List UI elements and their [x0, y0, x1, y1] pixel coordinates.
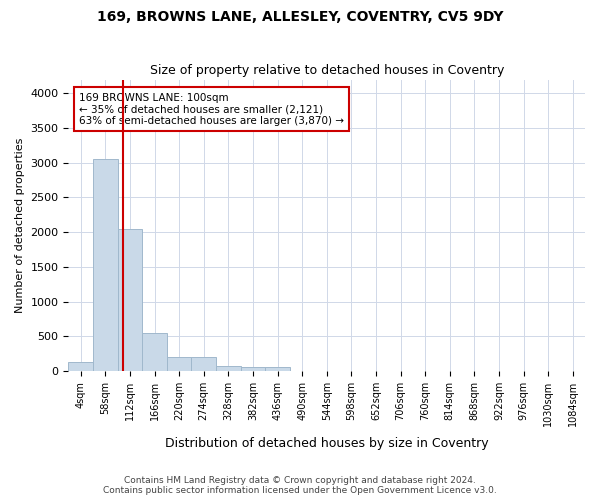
Bar — [265, 368, 290, 371]
Text: 169 BROWNS LANE: 100sqm
← 35% of detached houses are smaller (2,121)
63% of semi: 169 BROWNS LANE: 100sqm ← 35% of detache… — [79, 92, 344, 126]
Bar — [68, 362, 93, 371]
Title: Size of property relative to detached houses in Coventry: Size of property relative to detached ho… — [149, 64, 504, 77]
Text: Contains HM Land Registry data © Crown copyright and database right 2024.
Contai: Contains HM Land Registry data © Crown c… — [103, 476, 497, 495]
X-axis label: Distribution of detached houses by size in Coventry: Distribution of detached houses by size … — [165, 437, 488, 450]
Bar — [191, 358, 216, 371]
Bar — [216, 366, 241, 371]
Bar — [167, 358, 191, 371]
Bar — [93, 160, 118, 371]
Bar — [142, 333, 167, 371]
Text: 169, BROWNS LANE, ALLESLEY, COVENTRY, CV5 9DY: 169, BROWNS LANE, ALLESLEY, COVENTRY, CV… — [97, 10, 503, 24]
Y-axis label: Number of detached properties: Number of detached properties — [15, 138, 25, 313]
Bar — [118, 228, 142, 371]
Bar — [241, 368, 265, 371]
